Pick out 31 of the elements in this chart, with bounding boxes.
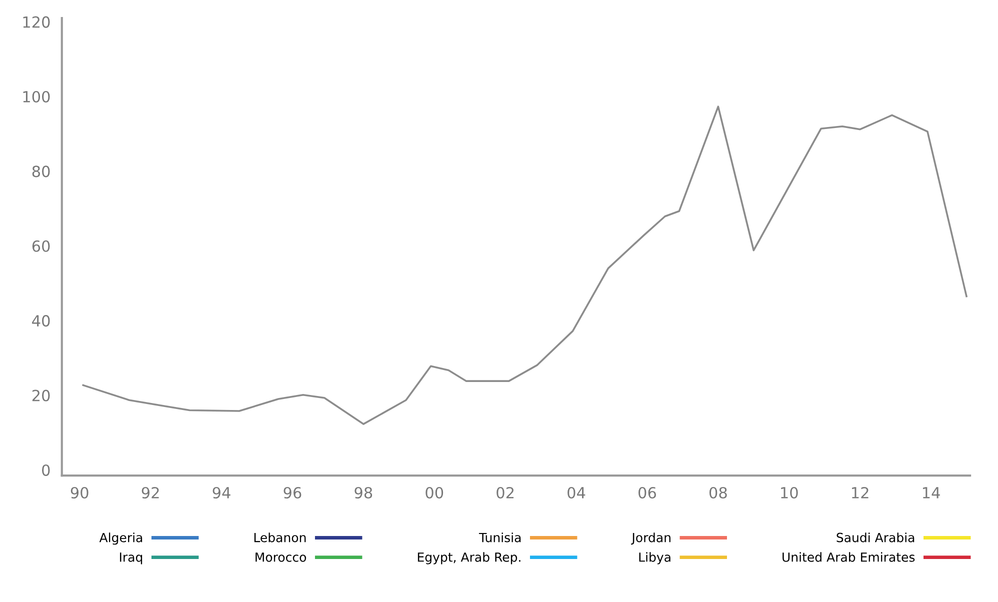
legend-label: Saudi Arabia xyxy=(836,532,914,542)
legend-label: Iraq xyxy=(120,552,142,564)
x-tick-label: 92 xyxy=(142,486,159,499)
x-tick-label: 94 xyxy=(212,486,230,499)
x-tick-label: 10 xyxy=(781,486,798,499)
y-tick-label: 0 xyxy=(42,464,50,476)
y-tick-label: 60 xyxy=(32,240,50,252)
legend-label: Libya xyxy=(639,552,670,564)
legend-label: United Arab Emirates xyxy=(782,552,915,562)
legend-label: Morocco xyxy=(256,552,306,562)
x-tick-label: 14 xyxy=(922,487,940,498)
x-tick-label: 08 xyxy=(709,486,727,499)
legend-label: Egypt, Arab Rep. xyxy=(418,552,520,564)
y-tick-label: 80 xyxy=(32,166,50,178)
y-tick-label: 120 xyxy=(23,16,50,28)
x-tick-label: 90 xyxy=(70,486,88,499)
x-tick-label: 02 xyxy=(496,486,514,499)
x-tick-label: 00 xyxy=(426,486,444,499)
y-tick-label: 20 xyxy=(32,390,50,402)
y-tick-label: 40 xyxy=(32,315,50,327)
x-tick-label: 04 xyxy=(568,486,586,499)
x-tick-label: 98 xyxy=(354,486,372,499)
legend-label: Lebanon xyxy=(254,532,306,542)
x-tick-label: 12 xyxy=(852,486,868,498)
x-tick-label: 96 xyxy=(284,486,302,499)
y-tick-label: 100 xyxy=(23,90,50,103)
legend-label: Jordan xyxy=(631,532,670,545)
legend-label: Algeria xyxy=(99,532,142,545)
line-series xyxy=(82,106,968,425)
legend-label: Tunisia xyxy=(478,532,521,542)
x-tick-label: 06 xyxy=(638,486,656,499)
